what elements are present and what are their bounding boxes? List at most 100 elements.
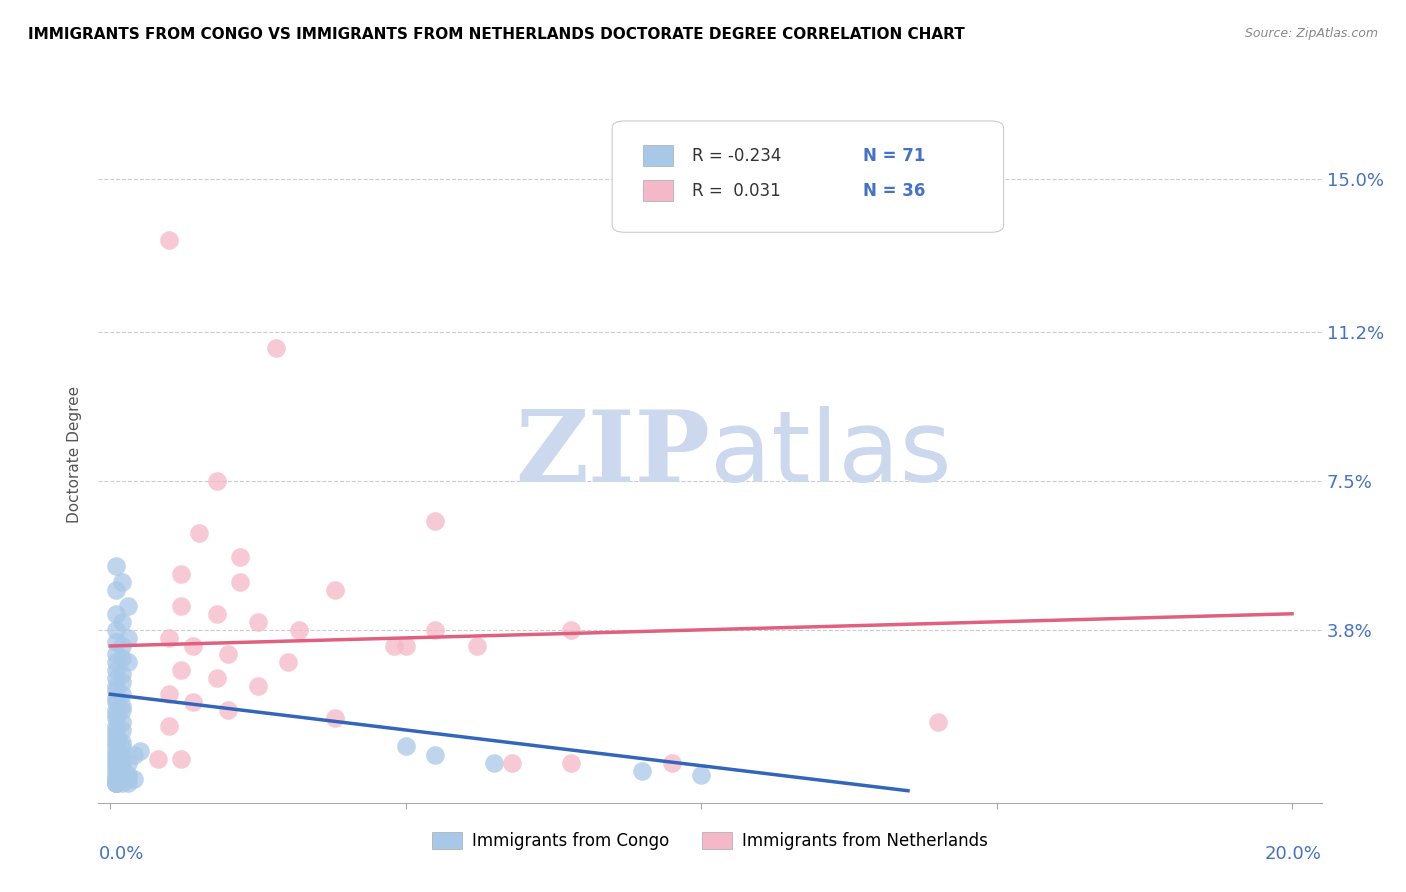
Point bbox=[927, 715, 949, 730]
Point bbox=[105, 775, 128, 789]
Point bbox=[246, 615, 269, 629]
Point bbox=[128, 743, 150, 757]
Point bbox=[117, 631, 139, 645]
Point bbox=[170, 663, 193, 677]
Point bbox=[157, 719, 180, 733]
Point bbox=[105, 764, 128, 778]
Point bbox=[111, 703, 134, 717]
Point bbox=[323, 711, 346, 725]
Point bbox=[105, 731, 128, 746]
Point bbox=[105, 582, 128, 597]
Point bbox=[111, 739, 134, 754]
Point bbox=[105, 759, 128, 773]
Point bbox=[105, 623, 128, 637]
Text: ZIP: ZIP bbox=[515, 407, 710, 503]
Point bbox=[560, 623, 582, 637]
FancyBboxPatch shape bbox=[612, 121, 1004, 232]
Point bbox=[105, 767, 128, 781]
Point bbox=[217, 703, 239, 717]
Point bbox=[111, 775, 134, 789]
Text: Source: ZipAtlas.com: Source: ZipAtlas.com bbox=[1244, 27, 1378, 40]
Point bbox=[111, 651, 134, 665]
Text: R =  0.031: R = 0.031 bbox=[692, 182, 780, 200]
Point bbox=[425, 623, 447, 637]
Point bbox=[105, 756, 128, 770]
Point bbox=[105, 691, 128, 706]
Point bbox=[181, 695, 204, 709]
Point bbox=[105, 711, 128, 725]
Y-axis label: Doctorate Degree: Doctorate Degree bbox=[67, 386, 83, 524]
Point bbox=[395, 739, 418, 754]
Point bbox=[105, 775, 128, 789]
Point bbox=[105, 655, 128, 669]
FancyBboxPatch shape bbox=[643, 180, 673, 201]
Point bbox=[105, 671, 128, 685]
Point bbox=[105, 772, 128, 786]
Point bbox=[122, 772, 145, 786]
Point bbox=[105, 775, 128, 789]
Point bbox=[395, 639, 418, 653]
Point bbox=[117, 599, 139, 613]
Point bbox=[631, 764, 654, 778]
Point bbox=[117, 655, 139, 669]
Point bbox=[105, 727, 128, 741]
Point bbox=[111, 759, 134, 773]
Point bbox=[111, 699, 134, 714]
Point bbox=[111, 767, 134, 781]
Point bbox=[382, 639, 405, 653]
Point bbox=[105, 647, 128, 661]
Point bbox=[105, 558, 128, 573]
Point bbox=[111, 756, 134, 770]
Point bbox=[205, 474, 228, 488]
FancyBboxPatch shape bbox=[643, 145, 673, 166]
Point bbox=[246, 679, 269, 693]
Point bbox=[181, 639, 204, 653]
Point bbox=[217, 647, 239, 661]
Point bbox=[111, 723, 134, 738]
Point bbox=[105, 723, 128, 738]
Point bbox=[111, 764, 134, 778]
Text: N = 71: N = 71 bbox=[863, 147, 925, 165]
Point bbox=[323, 582, 346, 597]
Point bbox=[690, 767, 713, 781]
Point bbox=[111, 735, 134, 749]
Point bbox=[276, 655, 298, 669]
Text: atlas: atlas bbox=[710, 407, 952, 503]
Point bbox=[484, 756, 506, 770]
Point bbox=[465, 639, 488, 653]
Point bbox=[111, 772, 134, 786]
Point bbox=[117, 767, 139, 781]
Point bbox=[105, 663, 128, 677]
Point bbox=[288, 623, 311, 637]
Point bbox=[501, 756, 523, 770]
Point bbox=[205, 671, 228, 685]
Point bbox=[105, 751, 128, 765]
Point bbox=[560, 756, 582, 770]
Point bbox=[105, 772, 128, 786]
Text: 20.0%: 20.0% bbox=[1265, 845, 1322, 863]
Text: 0.0%: 0.0% bbox=[98, 845, 143, 863]
Point bbox=[111, 687, 134, 701]
Point bbox=[170, 566, 193, 581]
Point bbox=[105, 719, 128, 733]
Point bbox=[105, 735, 128, 749]
Point bbox=[425, 747, 447, 762]
Text: IMMIGRANTS FROM CONGO VS IMMIGRANTS FROM NETHERLANDS DOCTORATE DEGREE CORRELATIO: IMMIGRANTS FROM CONGO VS IMMIGRANTS FROM… bbox=[28, 27, 965, 42]
Point bbox=[117, 772, 139, 786]
Point bbox=[111, 747, 134, 762]
Point bbox=[111, 675, 134, 690]
Point bbox=[111, 667, 134, 681]
Point bbox=[117, 775, 139, 789]
Point bbox=[111, 715, 134, 730]
Point bbox=[264, 342, 287, 356]
Point bbox=[122, 747, 145, 762]
Point bbox=[105, 707, 128, 722]
Point bbox=[205, 607, 228, 621]
Point bbox=[146, 751, 169, 765]
Point bbox=[105, 743, 128, 757]
Point bbox=[425, 514, 447, 528]
Point bbox=[105, 775, 128, 789]
Point bbox=[105, 695, 128, 709]
Point bbox=[105, 775, 128, 789]
Point bbox=[105, 703, 128, 717]
